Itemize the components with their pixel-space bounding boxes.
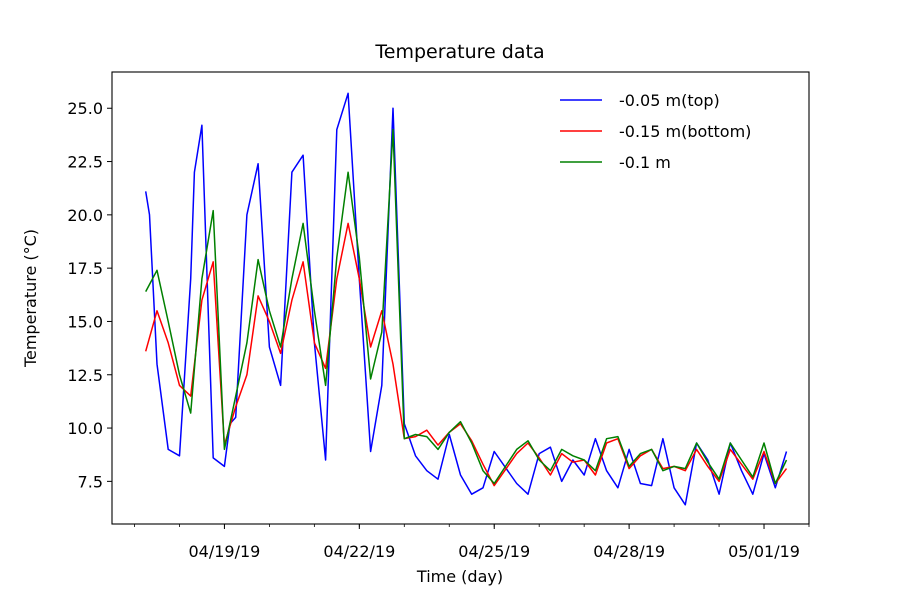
y-tick-label: 10.0 [67, 419, 103, 438]
chart-title: Temperature data [374, 41, 544, 63]
y-tick-label: 20.0 [67, 206, 103, 225]
y-tick-label: 15.0 [67, 312, 103, 331]
x-tick-label: 04/22/19 [323, 542, 395, 561]
legend-label-1: -0.15 m(bottom) [619, 122, 751, 141]
series-line-1 [144, 222, 788, 487]
legend-label-0: -0.05 m(top) [619, 91, 720, 110]
x-tick-label: 05/01/19 [728, 542, 800, 561]
y-tick-label: 22.5 [67, 153, 103, 172]
series-line-2 [145, 128, 788, 485]
plot-frame [111, 71, 810, 525]
x-tick-label: 04/25/19 [458, 542, 530, 561]
legend-label-2: -0.1 m [619, 153, 671, 172]
x-tick-label: 04/28/19 [593, 542, 665, 561]
series-lines [144, 92, 788, 506]
x-axis-label: Time (day) [416, 567, 503, 586]
x-axis-ticks: 04/19/19 04/22/19 04/25/19 04/28/19 05/01/19 [134, 524, 810, 561]
y-axis-label: Temperature (°C) [21, 229, 40, 368]
y-tick-label: 12.5 [67, 366, 103, 385]
x-tick-label: 04/19/19 [188, 542, 260, 561]
legend: -0.05 m(top) -0.15 m(bottom) -0.1 m [560, 91, 751, 172]
y-tick-label: 7.5 [78, 472, 103, 491]
y-tick-label: 17.5 [67, 259, 103, 278]
y-axis-ticks: 7.5 10.0 12.5 15.0 17.5 20.0 22.5 25.0 [67, 99, 112, 491]
y-tick-label: 25.0 [67, 99, 103, 118]
